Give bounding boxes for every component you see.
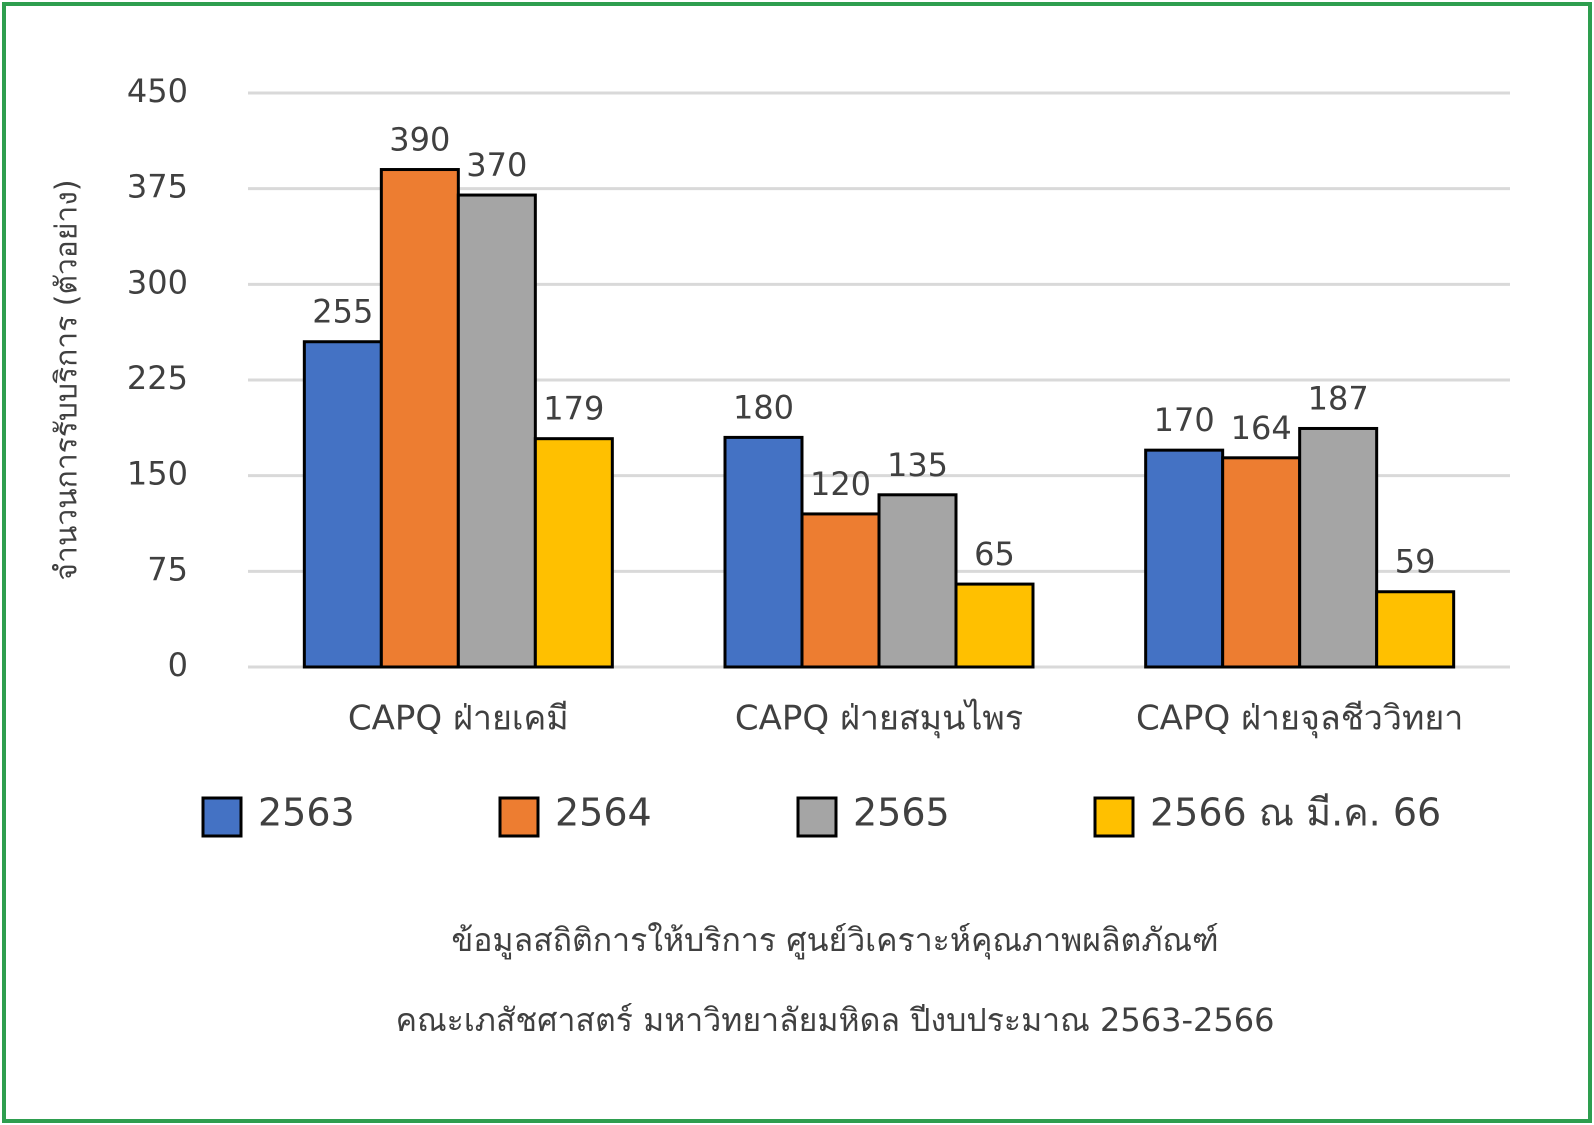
bar <box>1375 590 1456 669</box>
legend-swatch <box>796 796 838 838</box>
caption: ข้อมูลสถิติการให้บริการ ศูนย์วิเคราะห์คุ… <box>451 921 1218 960</box>
legend-swatch <box>201 796 243 838</box>
y-tick-label: 75 <box>147 550 188 588</box>
bar <box>1221 456 1302 669</box>
data-label: 59 <box>1395 543 1436 581</box>
bar <box>456 193 537 669</box>
bar <box>800 512 881 669</box>
bar <box>302 340 383 669</box>
y-tick-label: 450 <box>127 72 188 110</box>
bar <box>877 493 958 669</box>
data-label: 120 <box>810 465 871 503</box>
legend-swatch <box>1093 796 1135 838</box>
bar <box>533 437 614 669</box>
bar <box>379 168 460 669</box>
y-tick-label: 0 <box>168 646 188 684</box>
y-tick-label: 150 <box>127 455 188 493</box>
legend-label: 2566 ณ มี.ค. 66 <box>1150 791 1441 835</box>
legend-swatch <box>498 796 540 838</box>
data-label: 135 <box>887 446 948 484</box>
y-axis-label: จำนวนการรับบริการ (ตัวอย่าง) <box>50 179 85 580</box>
y-tick-label: 375 <box>127 168 188 206</box>
data-label: 164 <box>1231 409 1292 447</box>
legend-label: 2563 <box>258 791 355 835</box>
bar <box>723 435 804 669</box>
caption: คณะเภสัชศาสตร์ มหาวิทยาลัยมหิดล ปีงบประม… <box>396 1001 1275 1039</box>
x-tick-label: CAPQ ฝ่ายจุลชีววิทยา <box>1136 699 1463 739</box>
data-label: 390 <box>389 121 450 159</box>
data-label: 180 <box>733 388 794 426</box>
bar <box>1298 426 1379 669</box>
legend-label: 2565 <box>853 791 950 835</box>
y-tick-label: 300 <box>127 263 188 301</box>
data-label: 370 <box>466 146 527 184</box>
data-label: 65 <box>974 535 1015 573</box>
bar <box>954 582 1035 669</box>
bar <box>1144 448 1225 669</box>
legend-label: 2564 <box>555 791 652 835</box>
x-tick-label: CAPQ ฝ่ายเคมี <box>348 699 569 739</box>
x-tick-label: CAPQ ฝ่ายสมุนไพร <box>735 699 1023 739</box>
y-tick-label: 225 <box>127 359 188 397</box>
data-label: 255 <box>312 293 373 331</box>
data-label: 187 <box>1308 379 1369 417</box>
data-label: 179 <box>543 390 604 428</box>
data-label: 170 <box>1154 401 1215 439</box>
